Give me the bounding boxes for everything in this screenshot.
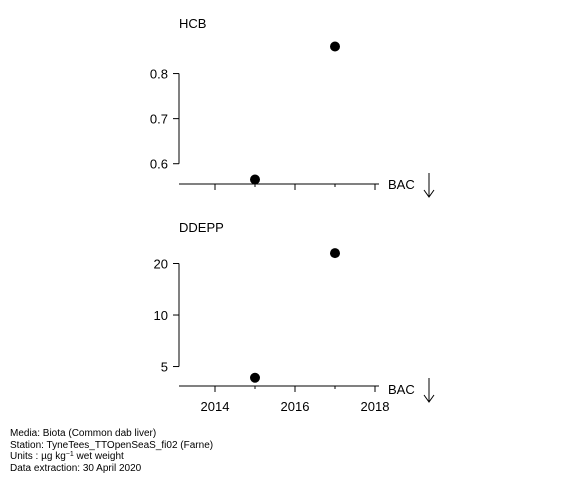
panel-2-title: DDEPP	[179, 220, 224, 235]
panel-2-data-point	[250, 372, 260, 383]
panel-2-x-tick-label: 2014	[201, 399, 230, 414]
footer-station: Station: TyneTees_TTOpenSeaS_fi02 (Farne…	[10, 439, 214, 451]
panel-1-y-tick-label: 0.6	[150, 157, 168, 172]
panel-2-data-point	[330, 248, 340, 259]
footer-units: Units : µg kg−1 wet weight	[10, 451, 213, 463]
panel-1-y-tick-label: 0.8	[150, 67, 168, 82]
panel-2-x-tick-label: 2016	[281, 399, 310, 414]
chart-footer: Media: Biota (Common dab liver) Station:…	[10, 428, 213, 474]
footer-media: Media: Biota (Common dab liver)	[10, 428, 157, 439]
footer-units-suffix: wet weight	[73, 451, 124, 462]
panel-1-reference-label: BAC	[388, 177, 415, 192]
footer-extraction: Data extraction: 30 April 2020	[10, 462, 142, 474]
panel-2-y-tick-label: 20	[154, 256, 168, 271]
panel-2-reference-arrow-head	[423, 394, 435, 403]
panel-1-data-point	[330, 41, 340, 52]
panel-2-y-tick-label: 10	[154, 308, 168, 323]
panel-2-x-tick-label: 2018	[361, 399, 390, 414]
panel-2-y-tick-label: 5	[161, 360, 168, 375]
footer-units-exponent: −1	[65, 451, 74, 458]
panel-1-reference-arrow-head	[423, 189, 435, 198]
panel-1-title: HCB	[179, 16, 206, 31]
footer-units-prefix: Units : µg kg	[10, 451, 66, 462]
panel-1-y-tick-label: 0.7	[150, 112, 168, 127]
panel-1-data-point	[250, 174, 260, 185]
panel-2-reference-label: BAC	[388, 382, 415, 397]
